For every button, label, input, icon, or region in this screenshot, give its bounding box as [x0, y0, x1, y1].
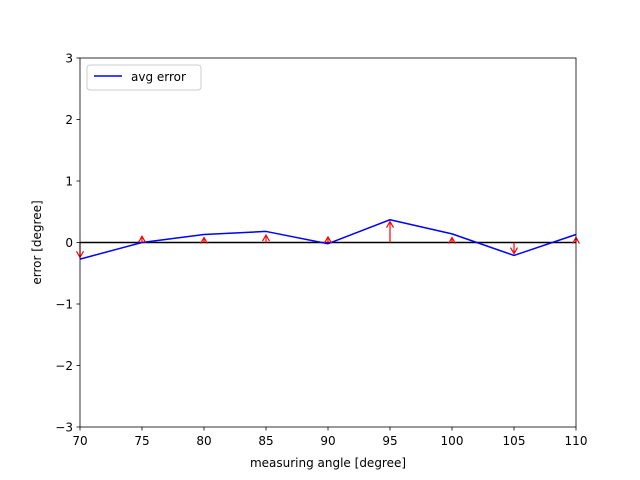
error-arrow	[385, 220, 395, 243]
error-arrow	[509, 242, 519, 255]
x-tick-label: 70	[72, 434, 87, 448]
x-tick-label: 75	[134, 434, 149, 448]
error-arrow-head	[509, 247, 519, 255]
y-tick-label: 3	[65, 52, 73, 66]
series-line-avg-error	[79, 218, 577, 260]
y-tick-label: −2	[55, 359, 73, 373]
y-axis-label: error [degree]	[30, 200, 44, 284]
y-tick-label: −3	[55, 421, 73, 435]
legend-label-avg-error: avg error	[131, 70, 186, 84]
series-layer	[79, 218, 577, 260]
error-arrow	[199, 236, 209, 244]
error-arrow-head	[261, 233, 271, 242]
error-arrow	[447, 236, 457, 244]
legend-box	[86, 64, 202, 91]
y-tick-label: −1	[55, 298, 73, 312]
x-tick-label: 110	[565, 434, 588, 448]
legend: avg error	[86, 64, 202, 91]
y-tick-label: 2	[65, 113, 73, 127]
error-arrow-head	[323, 235, 333, 244]
x-axis-label: measuring angle [degree]	[250, 456, 406, 470]
error-arrow	[323, 235, 333, 244]
x-tick-label: 80	[196, 434, 211, 448]
error-arrow	[137, 235, 147, 243]
x-tick-label: 100	[441, 434, 464, 448]
y-tick-label: 1	[65, 175, 73, 189]
x-tick-label: 105	[503, 434, 526, 448]
x-tick-label: 95	[382, 434, 397, 448]
error-arrow-head	[199, 236, 209, 244]
error-arrow	[261, 233, 271, 243]
x-tick-label: 85	[258, 434, 273, 448]
error-arrow-head	[137, 235, 147, 243]
x-axis-ticks: 70 75 80 85 90 95 100 105 110	[72, 427, 587, 448]
x-tick-label: 90	[320, 434, 335, 448]
error-arrow-head	[385, 220, 395, 228]
y-axis-ticks: −3 −2 −1 0 1 2 3	[55, 52, 80, 435]
y-tick-label: 0	[65, 236, 73, 250]
error-arrow-head	[447, 236, 457, 244]
